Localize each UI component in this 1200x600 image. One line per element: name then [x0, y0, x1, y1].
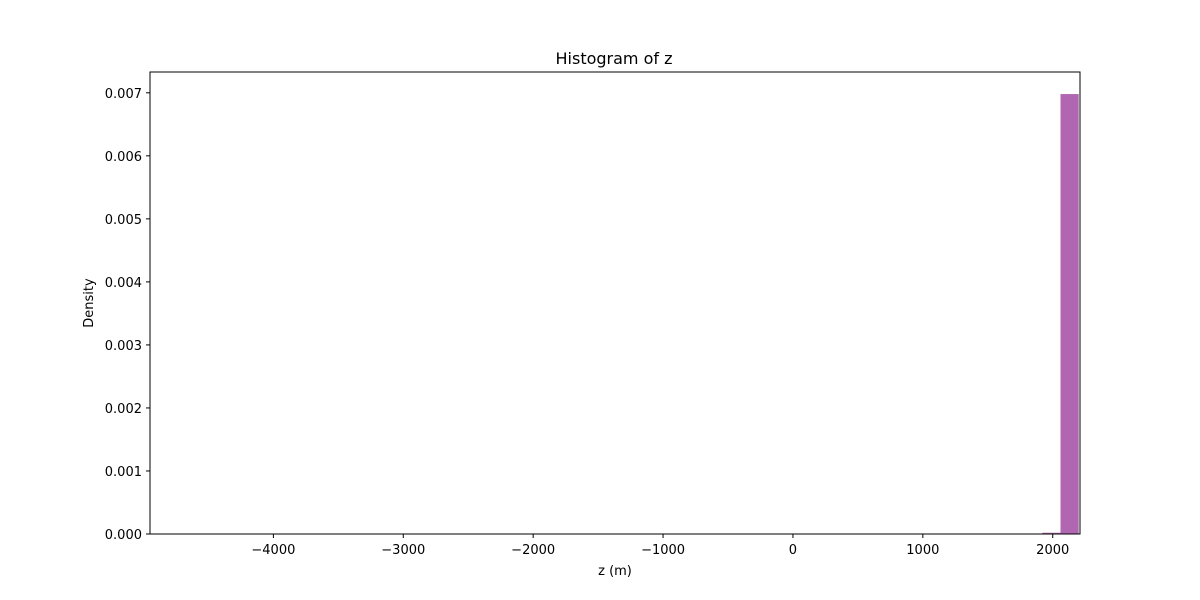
x-tick-label: 0 [789, 543, 797, 558]
x-tick-label: −2000 [511, 543, 555, 558]
x-tick-label: 2000 [1036, 543, 1069, 558]
x-tick-label: −1000 [641, 543, 685, 558]
y-tick-label: 0.006 [105, 150, 142, 165]
histogram-bar [1060, 94, 1079, 534]
plot-frame [149, 71, 1081, 535]
y-tick-label: 0.001 [105, 465, 142, 480]
x-tick-label: −4000 [251, 543, 295, 558]
x-axis-label: z (m) [598, 564, 632, 579]
y-tick-label: 0.007 [105, 87, 142, 102]
chart-title: Histogram of z [556, 49, 673, 68]
x-axis-ticks: −4000 −3000 −2000 −1000 0 1000 2000 [251, 534, 1069, 558]
x-tick-label: 1000 [906, 543, 939, 558]
y-axis-label: Density [82, 278, 97, 328]
y-tick-label: 0.000 [105, 528, 142, 543]
bars-group [1042, 94, 1079, 534]
y-axis-ticks: 0.000 0.001 0.002 0.003 0.004 0.005 0.006 0.007 [105, 87, 150, 543]
y-tick-label: 0.003 [105, 339, 142, 354]
x-tick-label: −3000 [381, 543, 425, 558]
y-tick-label: 0.004 [105, 276, 142, 291]
y-tick-label: 0.005 [105, 213, 142, 228]
y-tick-label: 0.002 [105, 402, 142, 417]
histogram-bar [1042, 532, 1061, 534]
